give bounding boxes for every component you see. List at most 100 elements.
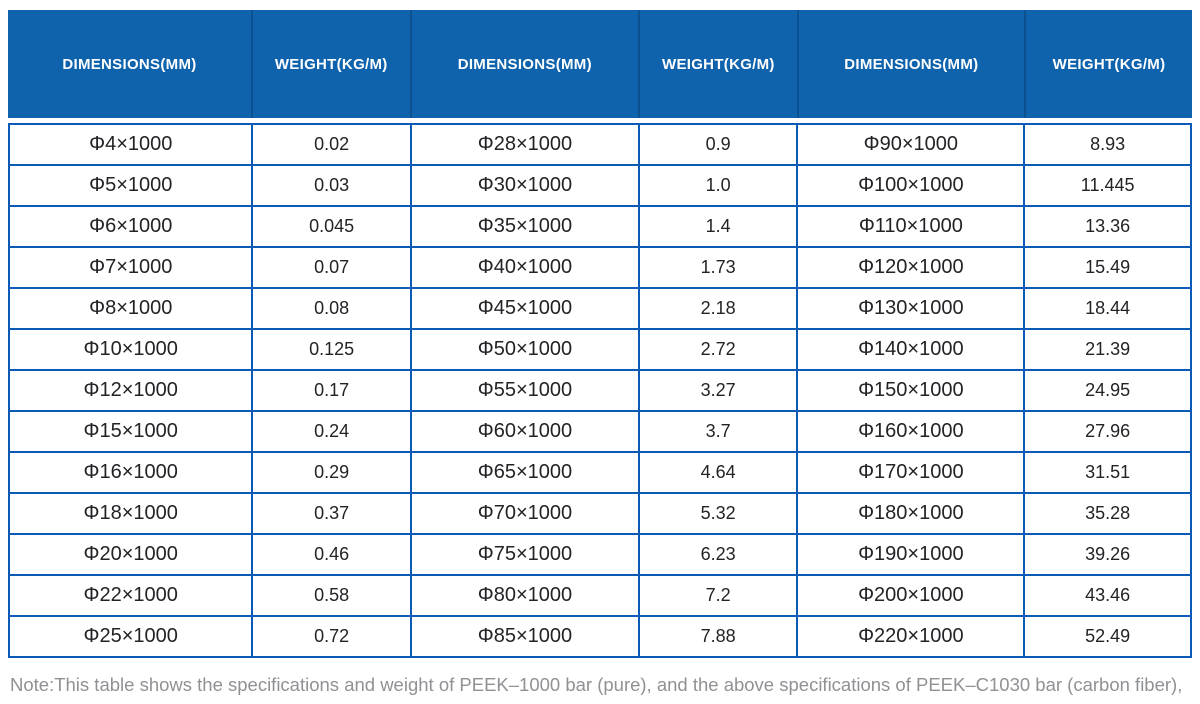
dimension-cell: Φ20×1000 xyxy=(7,533,254,576)
weight-cell: 31.51 xyxy=(1023,451,1192,494)
table-row: Φ7×1000 0.07 Φ40×1000 1.73 Φ120×1000 15.49 xyxy=(7,246,1192,289)
weight-cell: 21.39 xyxy=(1023,328,1192,371)
weight-cell: 11.445 xyxy=(1023,164,1192,207)
dimension-cell: Φ70×1000 xyxy=(409,492,640,535)
table-row: Φ18×1000 0.37 Φ70×1000 5.32 Φ180×1000 35.28 xyxy=(7,492,1192,535)
weight-cell: 4.64 xyxy=(637,451,799,494)
dimension-cell: Φ30×1000 xyxy=(409,164,640,207)
weight-cell: 0.46 xyxy=(251,533,412,576)
dimension-cell: Φ35×1000 xyxy=(409,205,640,248)
weight-cell: 5.32 xyxy=(637,492,799,535)
dimension-cell: Φ150×1000 xyxy=(796,369,1026,412)
dimension-cell: Φ16×1000 xyxy=(7,451,254,494)
weight-cell: 0.17 xyxy=(251,369,412,412)
dimension-cell: Φ7×1000 xyxy=(7,246,254,289)
weight-cell: 7.88 xyxy=(637,615,799,658)
table-row: Φ8×1000 0.08 Φ45×1000 2.18 Φ130×1000 18.44 xyxy=(7,287,1192,330)
dimension-cell: Φ90×1000 xyxy=(796,123,1026,166)
dimension-cell: Φ140×1000 xyxy=(796,328,1026,371)
dimension-cell: Φ60×1000 xyxy=(409,410,640,453)
weight-cell: 18.44 xyxy=(1023,287,1192,330)
weight-cell: 0.24 xyxy=(251,410,412,453)
spec-table: Φ4×1000 0.02 Φ28×1000 0.9 Φ90×1000 8.93 Φ5×100… xyxy=(7,123,1192,658)
header-weight-1: WEIGHT(KG/M) xyxy=(250,10,411,118)
weight-cell: 8.93 xyxy=(1023,123,1192,166)
table-row: Φ4×1000 0.02 Φ28×1000 0.9 Φ90×1000 8.93 xyxy=(7,123,1192,166)
dimension-cell: Φ110×1000 xyxy=(796,205,1026,248)
header-row: DIMENSIONS(MM) WEIGHT(KG/M) DIMENSIONS(M… xyxy=(8,10,1192,118)
dimension-cell: Φ5×1000 xyxy=(7,164,254,207)
table-row: Φ20×1000 0.46 Φ75×1000 6.23 Φ190×1000 39.26 xyxy=(7,533,1192,576)
weight-cell: 0.03 xyxy=(251,164,412,207)
dimension-cell: Φ40×1000 xyxy=(409,246,640,289)
weight-cell: 35.28 xyxy=(1023,492,1192,535)
table-header: DIMENSIONS(MM) WEIGHT(KG/M) DIMENSIONS(M… xyxy=(8,10,1192,118)
dimension-cell: Φ65×1000 xyxy=(409,451,640,494)
weight-cell: 0.72 xyxy=(251,615,412,658)
dimension-cell: Φ200×1000 xyxy=(796,574,1026,617)
dimension-cell: Φ55×1000 xyxy=(409,369,640,412)
header-dimensions-3: DIMENSIONS(MM) xyxy=(796,10,1025,118)
weight-cell: 0.9 xyxy=(637,123,799,166)
weight-cell: 0.07 xyxy=(251,246,412,289)
dimension-cell: Φ22×1000 xyxy=(7,574,254,617)
weight-cell: 2.18 xyxy=(637,287,799,330)
dimension-cell: Φ45×1000 xyxy=(409,287,640,330)
weight-cell: 13.36 xyxy=(1023,205,1192,248)
dimension-cell: Φ75×1000 xyxy=(409,533,640,576)
weight-cell: 3.7 xyxy=(637,410,799,453)
dimension-cell: Φ130×1000 xyxy=(796,287,1026,330)
table-row: Φ6×1000 0.045 Φ35×1000 1.4 Φ110×1000 13.36 xyxy=(7,205,1192,248)
header-dimensions-2: DIMENSIONS(MM) xyxy=(409,10,640,118)
table-row: Φ10×1000 0.125 Φ50×1000 2.72 Φ140×1000 21.39 xyxy=(7,328,1192,371)
dimension-cell: Φ220×1000 xyxy=(796,615,1026,658)
table-row: Φ15×1000 0.24 Φ60×1000 3.7 Φ160×1000 27.96 xyxy=(7,410,1192,453)
header-weight-2: WEIGHT(KG/M) xyxy=(638,10,798,118)
dimension-cell: Φ190×1000 xyxy=(796,533,1026,576)
table-body: Φ4×1000 0.02 Φ28×1000 0.9 Φ90×1000 8.93 Φ5×100… xyxy=(7,123,1192,658)
dimension-cell: Φ6×1000 xyxy=(7,205,254,248)
table-row: Φ16×1000 0.29 Φ65×1000 4.64 Φ170×1000 31.51 xyxy=(7,451,1192,494)
weight-cell: 52.49 xyxy=(1023,615,1192,658)
weight-cell: 7.2 xyxy=(637,574,799,617)
weight-cell: 0.29 xyxy=(251,451,412,494)
table-row: Φ12×1000 0.17 Φ55×1000 3.27 Φ150×1000 24.95 xyxy=(7,369,1192,412)
weight-cell: 1.4 xyxy=(637,205,799,248)
dimension-cell: Φ160×1000 xyxy=(796,410,1026,453)
dimension-cell: Φ50×1000 xyxy=(409,328,640,371)
weight-cell: 0.125 xyxy=(251,328,412,371)
header-dimensions-1: DIMENSIONS(MM) xyxy=(62,55,197,73)
table-row: Φ25×1000 0.72 Φ85×1000 7.88 Φ220×1000 52.49 xyxy=(7,615,1192,658)
weight-cell: 0.02 xyxy=(251,123,412,166)
dimension-cell: Φ120×1000 xyxy=(796,246,1026,289)
weight-cell: 24.95 xyxy=(1023,369,1192,412)
weight-cell: 6.23 xyxy=(637,533,799,576)
dimension-cell: Φ8×1000 xyxy=(7,287,254,330)
weight-cell: 39.26 xyxy=(1023,533,1192,576)
dimension-cell: Φ180×1000 xyxy=(796,492,1026,535)
dimension-cell: Φ80×1000 xyxy=(409,574,640,617)
dimension-cell: Φ15×1000 xyxy=(7,410,254,453)
header-weight-3: WEIGHT(KG/M) xyxy=(1024,10,1192,118)
dimension-cell: Φ85×1000 xyxy=(409,615,640,658)
table-note: Note:This table shows the specifications… xyxy=(10,674,1183,695)
weight-cell: 43.46 xyxy=(1023,574,1192,617)
weight-cell: 0.045 xyxy=(251,205,412,248)
weight-cell: 15.49 xyxy=(1023,246,1192,289)
table-row: Φ5×1000 0.03 Φ30×1000 1.0 Φ100×1000 11.445 xyxy=(7,164,1192,207)
weight-cell: 0.37 xyxy=(251,492,412,535)
dimension-cell: Φ4×1000 xyxy=(7,123,254,166)
weight-cell: 1.73 xyxy=(637,246,799,289)
dimension-cell: Φ100×1000 xyxy=(796,164,1026,207)
weight-cell: 27.96 xyxy=(1023,410,1192,453)
dimension-cell: Φ25×1000 xyxy=(7,615,254,658)
dimension-cell: Φ18×1000 xyxy=(7,492,254,535)
weight-cell: 3.27 xyxy=(637,369,799,412)
table-row: Φ22×1000 0.58 Φ80×1000 7.2 Φ200×1000 43.46 xyxy=(7,574,1192,617)
weight-cell: 1.0 xyxy=(637,164,799,207)
weight-cell: 0.58 xyxy=(251,574,412,617)
dimension-cell: Φ28×1000 xyxy=(409,123,640,166)
weight-cell: 0.08 xyxy=(251,287,412,330)
dimension-cell: Φ170×1000 xyxy=(796,451,1026,494)
